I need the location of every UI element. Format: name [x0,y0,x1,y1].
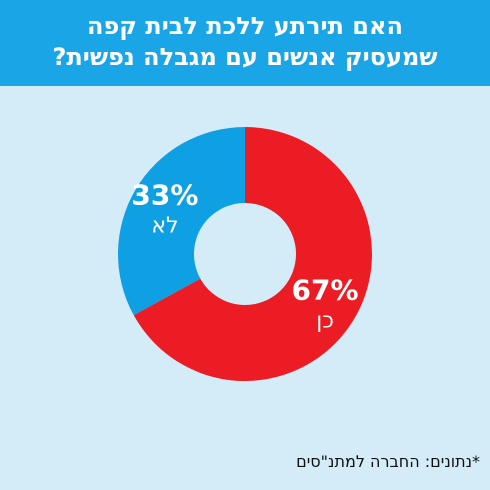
slice-0-category-label: כן [316,308,334,333]
title-line-1: האם תירתע ללכת לבית קפה [87,12,403,40]
slice-1-value-label: 33% [131,179,198,212]
source-note: *נתונים: החברה למתנ"סים [296,452,480,471]
chart-title: האם תירתע ללכת לבית קפה שמעסיק אנשים עם … [0,0,490,86]
donut-chart: 67%כן 33%לא [117,127,372,381]
slice-1 [117,127,245,316]
slice-0 [133,127,372,381]
slice-1-category-label: לא [151,214,178,239]
slice-0-value-label: 67% [292,273,359,306]
title-line-2: שמעסיק אנשים עם מגבלה נפשית? [52,43,438,71]
